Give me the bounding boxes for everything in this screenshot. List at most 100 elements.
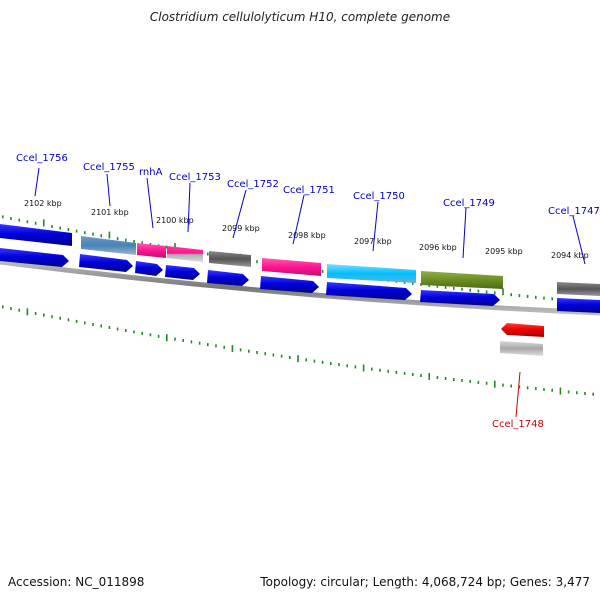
minor-tick [207,252,209,256]
minor-tick [174,337,176,341]
minor-tick [272,353,275,357]
gene-arrow-reverse[interactable] [501,323,544,337]
minor-tick [305,358,307,362]
kbp-label: 2101 kbp [91,208,129,217]
minor-tick [100,234,102,238]
gene-label-ccel-1750[interactable]: Ccel_1750 [353,191,405,202]
minor-tick [551,297,553,301]
minor-tick [133,240,135,243]
minor-tick [198,341,201,345]
gene-label-ccel-1753[interactable]: Ccel_1753 [169,172,221,183]
minor-tick [371,367,373,371]
minor-tick [239,348,242,352]
major-tick [174,243,176,251]
minor-tick [412,373,414,376]
major-tick [108,231,111,239]
minor-tick [34,221,37,225]
gene-arrow-forward[interactable] [557,298,600,313]
gene-label-ccel-1752[interactable]: Ccel_1752 [227,179,279,190]
minor-tick [256,260,258,264]
gene-arrow-forward[interactable] [165,265,200,280]
gene-label-rnha[interactable]: rnhA [139,167,163,178]
minor-tick [92,232,94,236]
gene-label-ccel-1756[interactable]: Ccel_1756 [16,153,68,164]
minor-tick [223,345,225,349]
minor-tick [51,225,53,228]
gene-category-bar[interactable] [81,236,136,255]
minor-tick [67,228,70,232]
minor-tick [84,231,86,235]
minor-tick [43,313,45,317]
gene-category-bar[interactable] [167,246,203,262]
minor-tick [100,324,102,328]
kbp-label: 2096 kbp [419,243,457,252]
gene-label-ccel-1749[interactable]: Ccel_1749 [443,198,495,209]
minor-tick [395,370,398,374]
minor-tick [116,237,119,241]
minor-tick [526,386,529,390]
minor-tick [2,305,4,309]
minor-tick [469,288,471,292]
minor-tick [18,218,20,222]
minor-tick [551,388,553,392]
gene-category-bar[interactable] [0,224,72,246]
major-tick [502,288,504,296]
minor-tick [420,374,422,377]
gene-category-bar[interactable] [327,264,416,283]
gene-label-ccel-1751[interactable]: Ccel_1751 [283,185,335,196]
gene-category-bar[interactable] [500,341,543,356]
minor-tick [330,362,332,365]
gene-category-bar[interactable] [209,251,251,267]
kbp-label: 2100 kbp [156,216,194,225]
major-tick [231,345,234,353]
gene-category-bar[interactable] [557,282,600,296]
minor-tick [141,331,143,335]
minor-tick [256,351,258,354]
major-tick [43,219,45,227]
kbp-label: 2097 kbp [354,237,392,246]
minor-tick [444,377,447,380]
gene-category-bar[interactable] [421,271,503,289]
gene-arrow-forward[interactable] [0,248,69,267]
minor-tick [166,245,168,249]
gene-category-bar[interactable] [137,243,166,258]
minor-tick [10,307,12,311]
minor-tick [321,269,324,273]
minor-tick [59,226,61,230]
minor-tick [51,315,53,319]
gene-category-bar[interactable] [262,258,321,276]
minor-tick [567,390,570,394]
minor-tick [485,381,488,385]
gene-arrow-forward[interactable] [260,276,319,293]
major-tick [297,355,299,363]
gene-arrow-forward[interactable] [420,290,500,306]
minor-tick [133,330,135,334]
kbp-label: 2099 kbp [222,224,260,233]
minor-tick [477,289,480,293]
inner-tick-track [2,305,594,396]
minor-tick [543,388,545,391]
minor-tick [215,344,217,348]
gene-arrow-forward[interactable] [207,270,249,286]
gene-label-ccel-1748[interactable]: Ccel_1748 [492,419,544,430]
minor-tick [379,368,381,372]
genome-backbone [0,259,600,316]
gene-label-ccel-1747[interactable]: Ccel_1747 [548,206,600,217]
minor-tick [510,384,512,388]
gene-arrow-forward[interactable] [79,254,133,272]
minor-tick [518,385,521,389]
minor-tick [157,334,160,338]
minor-tick [92,323,94,326]
gene-arrow-forward[interactable] [326,282,412,300]
major-tick [362,364,365,372]
minor-tick [576,391,578,395]
minor-tick [264,352,266,356]
minor-tick [477,380,480,384]
minor-tick [387,369,389,373]
minor-tick [592,392,594,396]
minor-tick [141,241,143,245]
minor-tick [584,392,586,395]
gene-arrow-forward[interactable] [135,261,163,276]
gene-label-ccel-1755[interactable]: Ccel_1755 [83,162,135,173]
accession-text: Accession: NC_011898 [8,575,145,589]
